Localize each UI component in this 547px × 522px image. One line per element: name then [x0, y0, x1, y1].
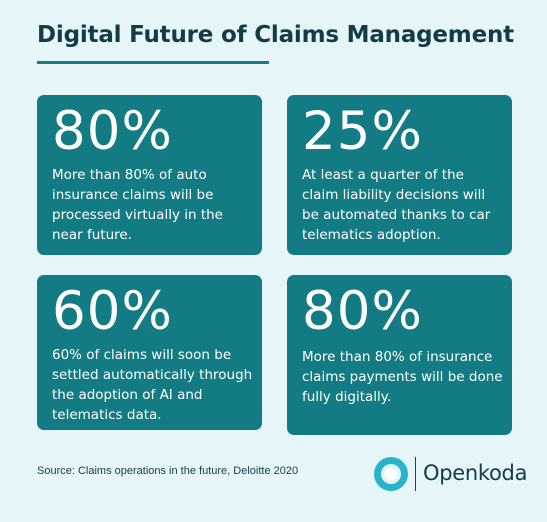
- stat-description: More than 80% of insurance claims paymen…: [302, 349, 503, 405]
- brand-name: Openkoda: [423, 461, 528, 485]
- brand-divider: [415, 457, 416, 491]
- stat-card-4: 80% More than 80% of insurance claims pa…: [287, 275, 512, 435]
- stat-card-2: 25% At least a quarter of the claim liab…: [287, 95, 512, 255]
- page-title: Digital Future of Claims Management: [37, 22, 514, 48]
- source-citation: Source: Claims operations in the future,…: [37, 465, 299, 477]
- brand-logo[interactable]: Openkoda: [371, 454, 527, 494]
- stat-description: At least a quarter of the claim liabilit…: [302, 167, 491, 243]
- stat-percent: 80%: [52, 101, 173, 162]
- stat-description: More than 80% of auto insurance claims w…: [52, 167, 223, 243]
- stat-description: 60% of claims will soon be settled autom…: [52, 347, 253, 423]
- stat-card-1: 80% More than 80% of auto insurance clai…: [37, 95, 262, 255]
- title-underline: [37, 61, 269, 64]
- openkoda-logo-icon: [374, 457, 408, 491]
- stat-percent: 80%: [302, 281, 423, 342]
- stat-percent: 60%: [52, 281, 173, 342]
- stat-card-3: 60% 60% of claims will soon be settled a…: [37, 275, 262, 430]
- stat-percent: 25%: [302, 101, 423, 162]
